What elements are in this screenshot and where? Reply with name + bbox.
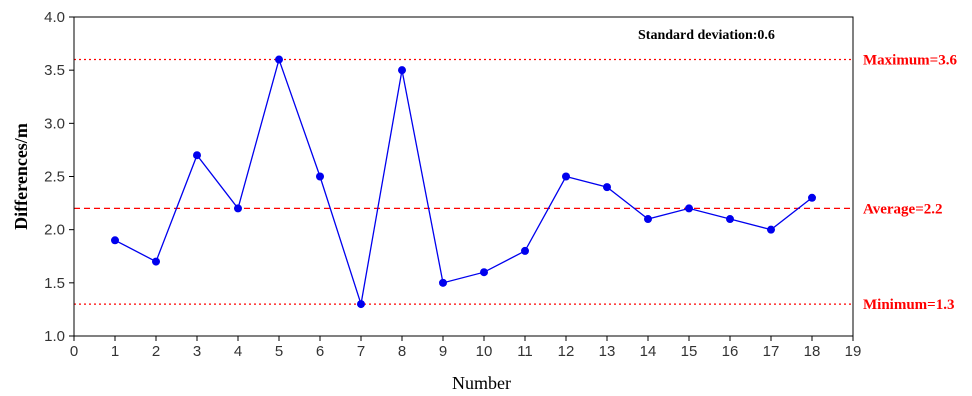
x-axis: 0 1 2 3 4 5 6 7 8 9 10 11 12 13 14 15 16 17 18 19 [70, 336, 862, 360]
series-line [114, 57, 813, 305]
x-tick-label: 1 [111, 343, 119, 360]
x-tick-label: 10 [476, 343, 493, 360]
data-point [357, 300, 365, 309]
data-point [808, 193, 816, 202]
data-point [398, 66, 406, 75]
series-line-group [114, 57, 813, 305]
x-tick-label: 8 [398, 343, 406, 360]
reference-label: Average=2.2 [863, 201, 943, 217]
std-dev-annotation: Standard deviation:0.6 [638, 28, 775, 43]
x-tick-label: 11 [517, 343, 533, 360]
y-tick-label: 3.0 [44, 115, 65, 132]
data-point [603, 183, 611, 192]
x-tick-label: 15 [681, 343, 698, 360]
x-tick-label: 12 [558, 343, 575, 360]
data-point [193, 151, 201, 160]
y-tick-label: 3.5 [44, 62, 65, 79]
y-tick-label: 4.0 [44, 9, 65, 26]
reference-label: Maximum=3.6 [863, 53, 957, 69]
y-tick-label: 2.0 [44, 222, 65, 239]
x-tick-label: 9 [439, 343, 447, 360]
data-point [439, 278, 447, 287]
y-tick-label: 1.0 [44, 328, 65, 345]
data-points [111, 55, 816, 309]
y-axis-title: Differences/m [11, 123, 31, 230]
x-tick-label: 19 [845, 343, 862, 360]
y-axis: 1.0 1.5 2.0 2.5 3.0 3.5 4.0 [44, 9, 74, 345]
y-tick-label: 2.5 [44, 169, 65, 186]
data-point [275, 55, 283, 64]
x-tick-label: 3 [193, 343, 201, 360]
x-tick-label: 17 [763, 343, 780, 360]
x-tick-label: 0 [70, 343, 78, 360]
x-tick-label: 18 [804, 343, 821, 360]
data-point [316, 172, 324, 181]
x-tick-label: 4 [234, 343, 242, 360]
x-tick-label: 2 [152, 343, 160, 360]
data-point [726, 215, 734, 224]
reference-labels: Maximum=3.6 Average=2.2 Minimum=1.3 [863, 53, 957, 314]
x-tick-label: 13 [599, 343, 616, 360]
reference-label: Minimum=1.3 [863, 297, 954, 313]
data-point [644, 215, 652, 224]
data-point [111, 236, 119, 245]
plot-frame [73, 16, 854, 337]
data-point [480, 268, 488, 277]
y-tick-label: 1.5 [44, 275, 65, 292]
data-point [685, 204, 693, 213]
x-tick-label: 5 [275, 343, 283, 360]
x-tick-label: 14 [640, 343, 657, 360]
x-tick-label: 6 [316, 343, 324, 360]
x-tick-label: 7 [357, 343, 365, 360]
data-point [562, 172, 570, 181]
x-axis-title: Number [452, 373, 511, 393]
data-point [234, 204, 242, 213]
data-point [152, 257, 160, 266]
reference-lines [74, 58, 853, 305]
x-tick-label: 16 [722, 343, 739, 360]
data-point [521, 246, 529, 255]
data-point [767, 225, 775, 234]
